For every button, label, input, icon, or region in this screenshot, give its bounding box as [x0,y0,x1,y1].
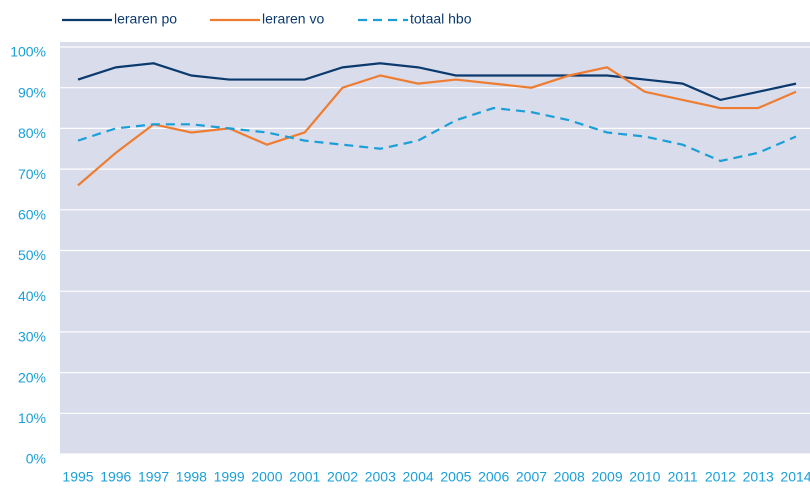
x-tick-label: 2001 [289,469,320,485]
legend-label: leraren vo [262,11,324,27]
legend-label: totaal hbo [410,11,472,27]
y-tick-label: 40% [18,288,46,304]
y-tick-label: 0% [26,451,46,467]
x-tick-label: 2008 [554,469,585,485]
x-tick-label: 2013 [743,469,774,485]
y-tick-label: 60% [18,207,46,223]
x-tick-label: 2011 [668,469,698,485]
x-tick-label: 2010 [629,469,660,485]
y-tick-label: 20% [18,369,46,385]
y-tick-label: 30% [18,329,46,345]
x-tick-label: 2004 [403,469,434,485]
x-tick-label: 1999 [214,469,245,485]
legend-label: leraren po [114,11,177,27]
x-tick-label: 2000 [251,469,282,485]
x-tick-label: 2005 [440,469,471,485]
y-tick-label: 90% [18,84,46,100]
plot-area [60,42,810,454]
y-tick-label: 80% [18,125,46,141]
x-tick-label: 2002 [327,469,358,485]
x-tick-label: 2006 [478,469,509,485]
x-tick-label: 1995 [62,469,93,485]
y-tick-label: 50% [18,247,46,263]
x-tick-label: 1996 [100,469,131,485]
x-tick-label: 2012 [705,469,736,485]
series-line [77,66,797,187]
series-line [77,62,797,102]
x-tick-label: 2014 [780,469,810,485]
x-tick-label: 1998 [176,469,207,485]
x-tick-label: 2003 [365,469,396,485]
y-tick-label: 70% [18,166,46,182]
series-line [77,106,797,163]
y-tick-label: 10% [18,410,46,426]
x-tick-label: 1997 [138,469,169,485]
y-tick-label: 100% [10,44,46,60]
x-tick-label: 2009 [591,469,622,485]
x-tick-label: 2007 [516,469,547,485]
